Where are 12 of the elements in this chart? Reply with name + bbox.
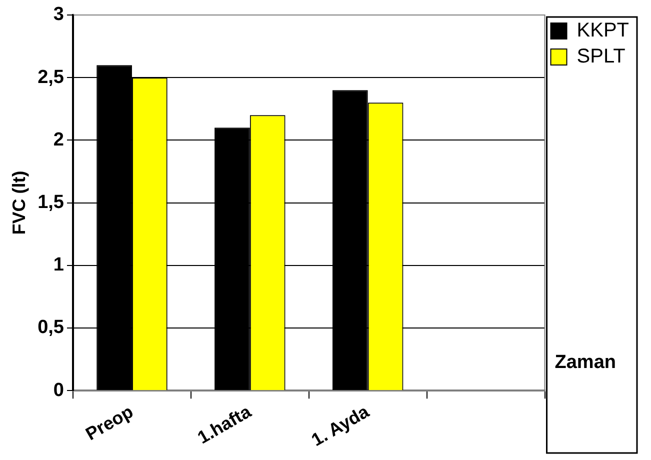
y-tick-label: 0,5 [38, 317, 64, 338]
y-tick-label: 3 [53, 4, 64, 26]
y-tick-label: 2,5 [38, 66, 64, 88]
legend-label: SPLT [576, 46, 626, 68]
x-tick-label: 1. Ayda [308, 400, 374, 450]
y-axis-title: FVC (lt) [8, 170, 29, 235]
y-tick-label: 1 [53, 254, 64, 276]
y-tick-label: 1,5 [38, 192, 64, 214]
x-axis-title: Zaman [554, 352, 616, 373]
legend-label: KKPT [576, 20, 630, 42]
y-tick-label: 0 [53, 380, 64, 401]
y-tick-label: 2 [53, 129, 64, 150]
